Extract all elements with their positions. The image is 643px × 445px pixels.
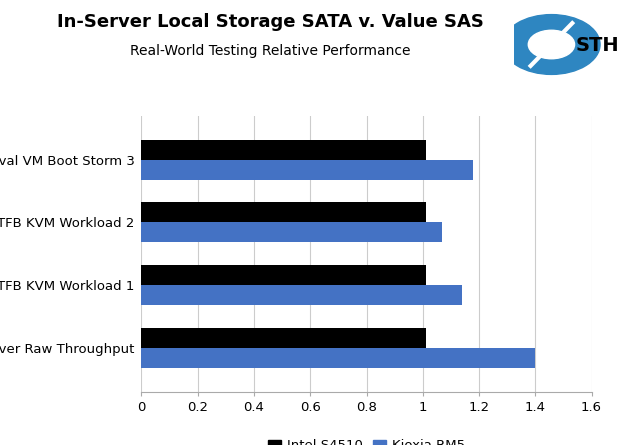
Bar [141, 265, 426, 285]
Bar [141, 328, 426, 348]
Bar [141, 160, 473, 180]
Bar [141, 285, 462, 305]
Circle shape [529, 30, 575, 59]
Bar [141, 140, 426, 160]
Bar [141, 202, 426, 222]
Legend: Intel S4510, Kioxia RM5: Intel S4510, Kioxia RM5 [263, 434, 470, 445]
Text: Real-World Testing Relative Performance: Real-World Testing Relative Performance [130, 44, 410, 58]
Bar [141, 222, 442, 243]
Bar [141, 348, 535, 368]
Text: In-Server Local Storage SATA v. Value SAS: In-Server Local Storage SATA v. Value SA… [57, 13, 484, 31]
Text: STH: STH [576, 36, 620, 56]
Circle shape [503, 15, 600, 74]
